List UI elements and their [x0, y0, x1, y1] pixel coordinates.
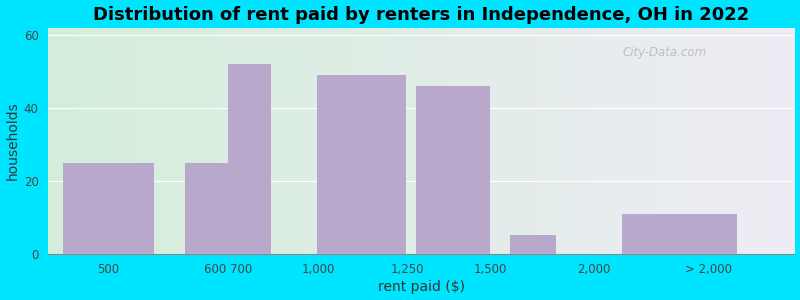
Title: Distribution of rent paid by renters in Independence, OH in 2022: Distribution of rent paid by renters in … — [94, 6, 750, 24]
Bar — [228, 64, 270, 254]
Bar — [317, 75, 406, 254]
Bar — [416, 86, 490, 254]
X-axis label: rent paid ($): rent paid ($) — [378, 280, 465, 294]
Bar — [62, 163, 154, 254]
Bar — [622, 214, 737, 254]
Bar — [185, 163, 228, 254]
Y-axis label: households: households — [6, 101, 19, 180]
Text: City-Data.com: City-Data.com — [623, 46, 707, 59]
Bar — [510, 236, 556, 253]
